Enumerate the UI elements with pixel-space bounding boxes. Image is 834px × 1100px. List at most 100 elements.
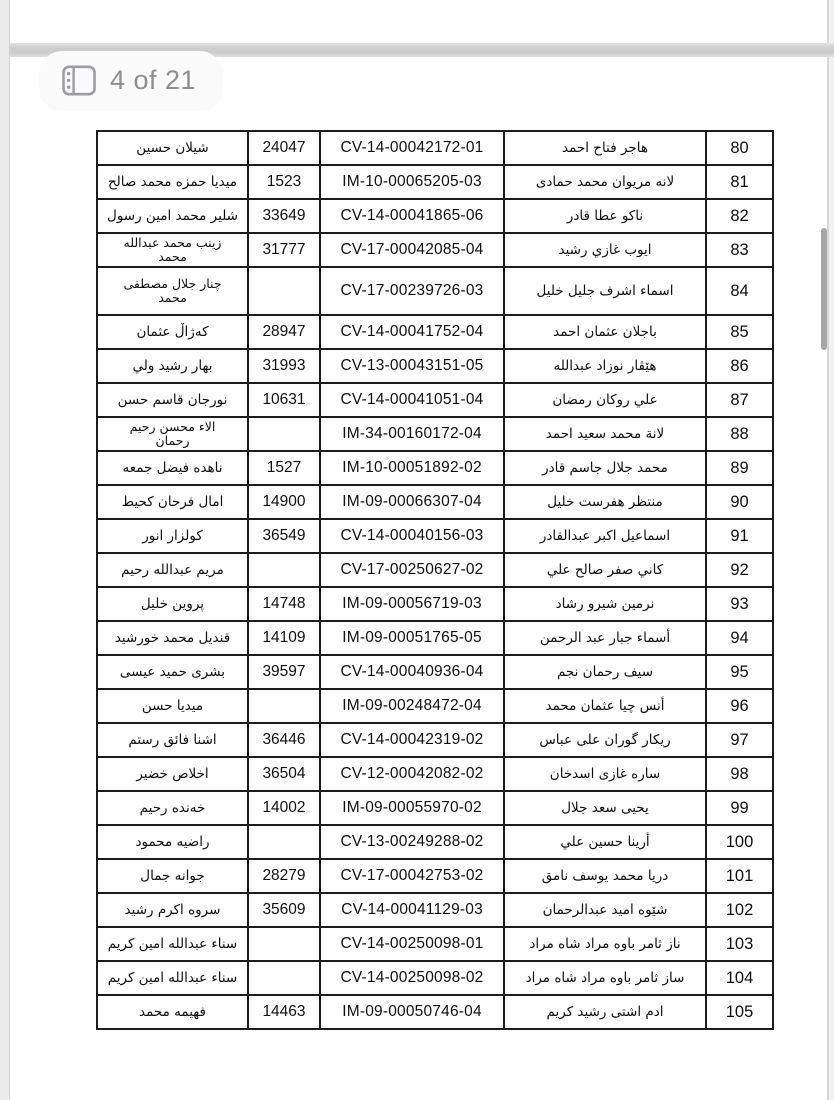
case-cell: IM-09-00248472-04 xyxy=(319,688,505,724)
name-right-cell: باجلان عثمان احمد xyxy=(503,314,707,350)
id-cell: 24047 xyxy=(247,130,321,166)
row-number-cell: 82 xyxy=(705,198,774,234)
id-cell xyxy=(247,824,321,860)
id-cell: 14002 xyxy=(247,790,321,826)
row-number-cell: 102 xyxy=(705,892,774,928)
name-left-cell: سروه اكرم رشيد xyxy=(96,892,249,928)
id-cell xyxy=(247,552,321,588)
name-left-cell: راضيه محمود xyxy=(96,824,249,860)
case-cell: IM-10-00065205-03 xyxy=(319,164,505,200)
id-cell xyxy=(247,926,321,962)
viewer-right-page-edge xyxy=(827,0,829,1100)
name-right-cell: محمد جلال جاسم قادر xyxy=(503,450,707,486)
name-right-cell: منتظر هفرست خليل xyxy=(503,484,707,520)
name-left-cell: خەنده رحيم xyxy=(96,790,249,826)
name-left-cell: سناء عبدالله امين كريم xyxy=(96,926,249,962)
row-number-cell: 96 xyxy=(705,688,774,724)
name-left-cell: كەژاڵ عثمان xyxy=(96,314,249,350)
table-row: كولزار انور 36549 CV-14-00040156-03 اسماعيل… xyxy=(96,518,774,554)
row-number-cell: 94 xyxy=(705,620,774,656)
row-number-cell: 88 xyxy=(705,416,774,452)
id-cell: 36549 xyxy=(247,518,321,554)
page-separator-band xyxy=(9,43,834,57)
page-indicator-pill[interactable]: 4 of 21 xyxy=(40,51,223,109)
row-number-cell: 84 xyxy=(705,266,774,316)
name-right-cell: هێڤار نوزاد عبدالله xyxy=(503,348,707,384)
id-cell: 28279 xyxy=(247,858,321,894)
page-indicator-label: 4 of 21 xyxy=(110,64,197,95)
name-right-cell: اسماعيل اكبر عبدالقادر xyxy=(503,518,707,554)
id-cell: 10631 xyxy=(247,382,321,418)
case-cell: IM-09-00050746-04 xyxy=(319,994,505,1030)
name-left-cell: جوانه جمال xyxy=(96,858,249,894)
id-cell: 14463 xyxy=(247,994,321,1030)
case-cell: CV-14-00040936-04 xyxy=(319,654,505,690)
scrollbar-thumb[interactable] xyxy=(821,228,827,350)
name-left-cell: فهيمه محمد xyxy=(96,994,249,1030)
name-left-cell: نورجان قاسم حسن xyxy=(96,382,249,418)
name-left-cell: سناء عبدالله امين كريم xyxy=(96,960,249,996)
name-right-cell: علي روكان رمضان xyxy=(503,382,707,418)
case-cell: CV-13-00249288-02 xyxy=(319,824,505,860)
name-right-cell: دريا محمد يوسف نامق xyxy=(503,858,707,894)
row-number-cell: 100 xyxy=(705,824,774,860)
row-number-cell: 86 xyxy=(705,348,774,384)
table-row: قنديل محمد خورشيد 14109 IM-09-00051765-05 أ… xyxy=(96,620,774,656)
row-number-cell: 87 xyxy=(705,382,774,418)
name-right-cell: ناز ثامر باوه مراد شاه مراد xyxy=(503,926,707,962)
case-cell: CV-14-00042172-01 xyxy=(319,130,505,166)
table-row: راضيه محمود CV-13-00249288-02 أرينا حسين ع… xyxy=(96,824,774,860)
name-right-cell: يحيى سعد جلال xyxy=(503,790,707,826)
id-cell: 39597 xyxy=(247,654,321,690)
row-number-cell: 99 xyxy=(705,790,774,826)
row-number-cell: 83 xyxy=(705,232,774,268)
name-right-cell: ريكار گوران على عباس xyxy=(503,722,707,758)
case-cell: CV-14-00041051-04 xyxy=(319,382,505,418)
case-cell: CV-13-00043151-05 xyxy=(319,348,505,384)
id-cell: 14109 xyxy=(247,620,321,656)
name-right-cell: نرمين شيرو رشاد xyxy=(503,586,707,622)
table-row: امال فرحان كحيط 14900 IM-09-00066307-04 منت… xyxy=(96,484,774,520)
row-number-cell: 103 xyxy=(705,926,774,962)
name-left-cell: شلير محمد امين رسول xyxy=(96,198,249,234)
document-table-body: شيلان حسين 24047 CV-14-00042172-01 هاجر فتا… xyxy=(96,130,774,1030)
case-cell: CV-14-00042319-02 xyxy=(319,722,505,758)
name-right-cell: أسماء جبار عبد الرحمن xyxy=(503,620,707,656)
case-cell: CV-14-00041865-06 xyxy=(319,198,505,234)
name-left-cell: اخلاص خضير xyxy=(96,756,249,792)
name-right-cell: هاجر فتاح احمد xyxy=(503,130,707,166)
row-number-cell: 98 xyxy=(705,756,774,792)
row-number-cell: 92 xyxy=(705,552,774,588)
case-cell: IM-10-00051892-02 xyxy=(319,450,505,486)
row-number-cell: 95 xyxy=(705,654,774,690)
table-row: فهيمه محمد 14463 IM-09-00050746-04 ادم اشتى… xyxy=(96,994,774,1030)
id-cell xyxy=(247,960,321,996)
id-cell: 35609 xyxy=(247,892,321,928)
case-cell: CV-14-00250098-01 xyxy=(319,926,505,962)
row-number-cell: 105 xyxy=(705,994,774,1030)
name-right-cell: لانه مريوان محمد حمادى xyxy=(503,164,707,200)
table-row: شيلان حسين 24047 CV-14-00042172-01 هاجر فتا… xyxy=(96,130,774,166)
name-left-cell: بهار رشيد ولي xyxy=(96,348,249,384)
name-left-cell: الاء محسن رحيم رحمان xyxy=(96,416,249,452)
case-cell: CV-17-00250627-02 xyxy=(319,552,505,588)
name-right-cell: أرينا حسين علي xyxy=(503,824,707,860)
table-row: ميديا حسن IM-09-00248472-04 أنس چيا عثمان … xyxy=(96,688,774,724)
viewer-right-background xyxy=(829,0,834,1100)
id-cell: 31993 xyxy=(247,348,321,384)
id-cell: 36504 xyxy=(247,756,321,792)
name-left-cell: بشرى حميد عيسى xyxy=(96,654,249,690)
table-row: سناء عبدالله امين كريم CV-14-00250098-01 ن… xyxy=(96,926,774,962)
viewer-left-page-edge xyxy=(0,0,10,1100)
table-row: بشرى حميد عيسى 39597 CV-14-00040936-04 سيف … xyxy=(96,654,774,690)
name-left-cell: قنديل محمد خورشيد xyxy=(96,620,249,656)
name-right-cell: ساره غازى اسدخان xyxy=(503,756,707,792)
id-cell: 36446 xyxy=(247,722,321,758)
name-left-cell: امال فرحان كحيط xyxy=(96,484,249,520)
name-right-cell: كاني صفر صالح علي xyxy=(503,552,707,588)
id-cell xyxy=(247,266,321,316)
table-row: شلير محمد امين رسول 33649 CV-14-00041865-0… xyxy=(96,198,774,234)
table-row: چنار جلال مصطفى محمد CV-17-00239726-03 اسم… xyxy=(96,266,774,316)
name-right-cell: شێوه اميد عبدالرحمان xyxy=(503,892,707,928)
table-row: بهار رشيد ولي 31993 CV-13-00043151-05 هێڤار… xyxy=(96,348,774,384)
